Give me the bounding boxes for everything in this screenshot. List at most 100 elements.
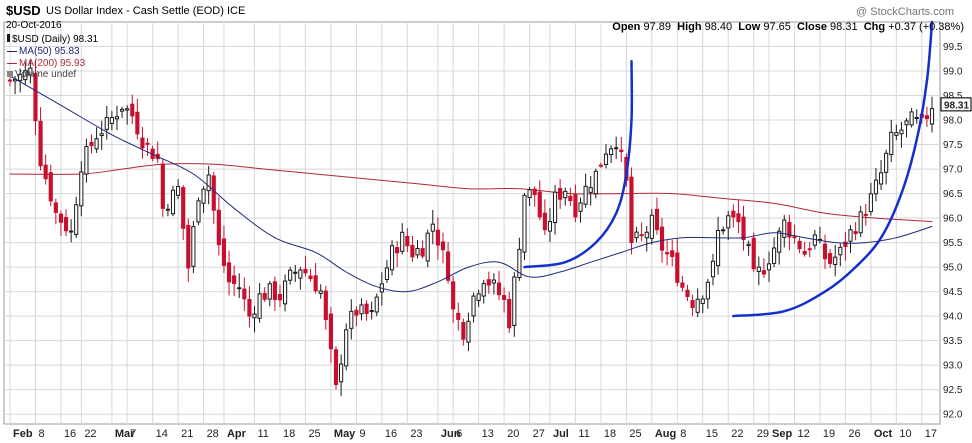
y-tick-label: 94.5	[943, 287, 963, 298]
candle	[359, 298, 364, 321]
candle	[558, 179, 563, 209]
legend-ma50-text: MA(50) 95.83	[19, 46, 80, 57]
candle	[323, 285, 328, 330]
candle-body	[710, 260, 716, 278]
candle	[58, 210, 64, 237]
candle	[135, 98, 140, 140]
candle-body	[282, 280, 288, 305]
x-tick-label: 13	[482, 428, 494, 440]
candle	[634, 226, 639, 243]
candle	[496, 271, 502, 301]
candle-body	[384, 267, 390, 280]
candle	[303, 255, 308, 277]
cup-arc-left	[523, 59, 634, 269]
candle	[563, 187, 568, 206]
candle	[924, 106, 929, 127]
candle	[33, 59, 38, 136]
candle-body	[792, 236, 797, 239]
candle	[364, 300, 369, 321]
candle	[23, 62, 28, 85]
candle-body	[873, 179, 879, 195]
candle-body	[170, 189, 176, 215]
candle-body	[252, 313, 257, 319]
open-label: Open	[612, 21, 641, 33]
candle	[170, 185, 176, 217]
candle-body	[410, 244, 415, 258]
candle-body	[298, 269, 303, 279]
candle	[410, 236, 415, 262]
y-tick-label: 92.5	[943, 385, 963, 396]
chg-value: +0.37 (+0.38%)	[888, 21, 964, 33]
candle-body	[593, 170, 598, 195]
chart-date: 20-Oct-2016	[6, 20, 62, 31]
ma50-path	[9, 75, 933, 293]
candle-body	[828, 253, 833, 264]
x-tick-label: 26	[848, 428, 860, 440]
candle-body	[558, 188, 563, 200]
candle	[542, 199, 547, 235]
candle-body	[53, 202, 58, 213]
candle	[145, 138, 150, 157]
candle-body	[659, 226, 665, 251]
candle-body	[537, 191, 542, 218]
candle-body	[359, 304, 364, 315]
candle-body	[690, 300, 695, 308]
candle-body	[609, 148, 614, 155]
candle-body	[69, 230, 74, 233]
candle	[7, 76, 13, 87]
legend-ma50-swatch	[7, 50, 17, 52]
x-tick-label: 21	[181, 428, 193, 440]
candle	[665, 240, 670, 266]
candle-body	[415, 247, 420, 256]
candle-body	[639, 234, 644, 237]
legend-volume: Volume undef	[7, 69, 76, 80]
candle-body	[191, 226, 196, 267]
candle	[822, 234, 828, 270]
candle-body	[451, 281, 456, 310]
candle-body	[675, 252, 680, 283]
last-price-label: 98.31	[944, 100, 969, 111]
x-tick-label: 11	[578, 428, 589, 440]
candle	[802, 241, 807, 257]
candle-body	[28, 67, 33, 76]
candle-body	[232, 275, 237, 285]
candle-body	[761, 270, 766, 275]
legend-ma50: MA(50) 95.83	[7, 46, 80, 57]
x-tick-label: 8	[680, 428, 686, 440]
candle-body	[721, 229, 726, 232]
candle	[247, 286, 252, 328]
candle-body	[756, 266, 761, 272]
x-tick-label: May	[334, 428, 356, 440]
candle-body	[884, 152, 889, 173]
candle-body	[491, 279, 497, 284]
candle	[63, 209, 69, 237]
candle-body	[588, 187, 593, 193]
candle	[527, 186, 532, 207]
candle	[395, 240, 400, 268]
candle-body	[119, 108, 125, 112]
candle	[746, 240, 751, 256]
candle-body	[226, 262, 232, 283]
candle-body	[868, 193, 873, 213]
candle	[858, 205, 863, 238]
candle	[282, 274, 288, 312]
candle-body	[619, 149, 624, 153]
candle	[425, 229, 430, 268]
candle-body	[838, 246, 843, 256]
x-tick-label: 27	[533, 428, 545, 440]
candle	[471, 292, 476, 323]
candle-body	[206, 174, 211, 192]
high-value: 98.40	[704, 21, 733, 33]
candle-body	[79, 171, 84, 207]
candle	[909, 107, 914, 128]
candle-body	[715, 230, 721, 267]
candle	[53, 198, 58, 225]
x-tick-label: 16	[64, 428, 76, 440]
x-tick-label: Sep	[772, 428, 792, 440]
candle	[252, 305, 257, 333]
candle-body	[542, 212, 547, 231]
candle-body	[425, 232, 430, 262]
low-value: 97.65	[763, 21, 791, 33]
y-axis-ticks: 92.0 92.5 93.0 93.5 94.0 94.5 95.0 95.5 96.0 96.5…	[943, 42, 963, 421]
